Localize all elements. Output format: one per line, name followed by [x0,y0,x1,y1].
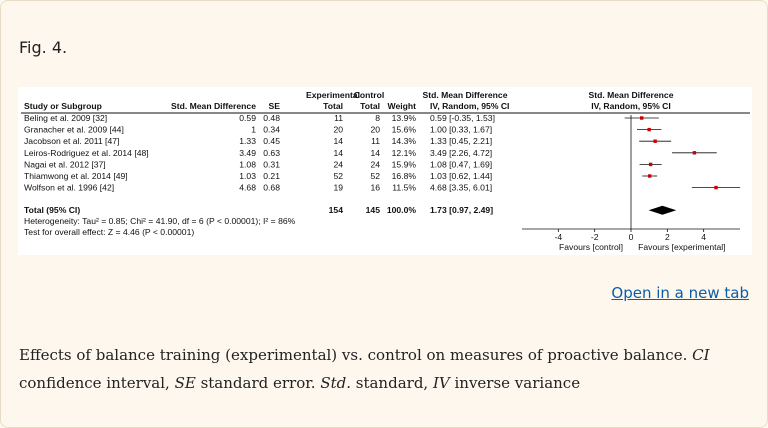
x-tick-label: 4 [701,232,706,242]
study-exp-total: 24 [333,159,343,169]
figure-label: Fig. 4. [19,38,68,57]
caption-segment: inverse variance [449,374,581,392]
study-point-estimate [640,116,644,120]
study-ctrl-total: 14 [370,148,380,158]
study-exp-total: 20 [333,125,343,135]
header-ci: IV, Random, 95% CI [430,101,509,111]
study-name: Granacher et al. 2009 [44] [24,125,124,135]
caption-segment: Std. [320,374,351,392]
caption-segment: confidence interval, [19,374,175,392]
study-ctrl-total: 24 [370,159,380,169]
study-smd: 4.68 [239,183,256,193]
study-point-estimate [714,185,718,190]
study-ctrl-total: 52 [370,171,380,181]
study-se: 0.45 [263,136,280,146]
caption-segment: CI [692,346,710,364]
study-ci: 1.08 [0.47, 1.69] [430,159,492,169]
header-smd-ci: Std. Mean Difference [422,90,507,100]
study-ci: 4.68 [3.35, 6.01] [430,183,492,193]
total-ctrl: 145 [366,205,381,215]
heterogeneity-text: Heterogeneity: Tau² = 0.85; Chi² = 41.90… [24,216,296,226]
study-se: 0.21 [263,171,280,181]
study-point-estimate [692,151,697,155]
study-point-estimate [653,139,657,143]
x-tick-label: -4 [555,232,563,242]
study-weight: 13.9% [392,113,417,123]
study-smd: 1.08 [239,159,256,169]
favours-experimental-label: Favours [experimental] [638,242,725,252]
study-name: Wolfson et al. 1996 [42] [24,183,114,193]
header-control: Control [354,90,385,100]
header-smd: Std. Mean Difference [171,101,256,111]
header-weight: Weight [388,101,417,111]
study-exp-total: 19 [333,183,343,193]
caption-segment: IV [432,374,450,392]
study-name: Nagai et al. 2012 [37] [24,159,106,169]
x-tick-label: -2 [591,232,599,242]
study-exp-total: 11 [334,113,343,123]
header-ctrl-total: Total [360,101,380,111]
study-exp-total: 52 [333,171,343,181]
study-smd: 3.49 [239,148,256,158]
study-ctrl-total: 8 [375,113,380,123]
figure-caption: Effects of balance training (experimenta… [19,341,739,397]
header-experimental: Experimental [306,90,360,100]
study-ctrl-total: 11 [371,136,380,146]
study-weight: 15.6% [392,125,417,135]
overall-effect-text: Test for overall effect: Z = 4.46 (P < 0… [24,227,194,237]
caption-segment: standard, [351,374,433,392]
study-ctrl-total: 20 [370,125,380,135]
forest-plot-figure: Experimental Control Std. Mean Difference S… [18,87,752,255]
study-weight: 12.1% [392,148,417,158]
study-weight: 15.9% [392,159,417,169]
study-ci: 1.33 [0.45, 2.21] [430,136,492,146]
favours-control-label: Favours [control] [559,242,623,252]
study-smd: 1 [251,125,256,135]
total-weight: 100.0% [387,205,417,215]
total-exp: 154 [329,205,344,215]
study-smd: 0.59 [239,113,256,123]
header-study: Study or Subgroup [24,101,102,111]
study-ci: 1.00 [0.33, 1.67] [430,125,492,135]
study-ci: 1.03 [0.62, 1.44] [430,171,492,181]
header-exp-total: Total [323,101,343,111]
study-point-estimate [647,127,651,132]
study-ctrl-total: 16 [370,183,380,193]
x-tick-label: 2 [665,232,670,242]
study-se: 0.48 [263,113,280,123]
header-se: SE [269,101,281,111]
study-name: Jacobson et al. 2011 [47] [24,136,119,146]
study-se: 0.31 [263,159,280,169]
study-name: Thiamwong et al. 2014 [49] [24,171,128,181]
study-weight: 14.3% [392,136,417,146]
caption-segment: standard error. [195,374,321,392]
study-exp-total: 14 [333,148,343,158]
header-plot-subtitle: IV, Random, 95% CI [591,101,670,111]
study-smd: 1.03 [239,171,256,181]
study-exp-total: 14 [333,136,343,146]
total-ci: 1.73 [0.97, 2.49] [430,205,493,215]
study-se: 0.68 [263,183,280,193]
study-ci: 3.49 [2.26, 4.72] [430,148,492,158]
study-point-estimate [648,174,652,178]
x-tick-label: 0 [629,232,634,242]
study-point-estimate [648,162,653,167]
header-plot-title: Std. Mean Difference [588,90,673,100]
caption-segment: SE [174,374,196,392]
total-label: Total (95% CI) [24,205,80,215]
study-smd: 1.33 [239,136,256,146]
study-name: Leiros-Rodriguez et al. 2014 [48] [24,148,149,158]
open-in-new-tab-link[interactable]: Open in a new tab [611,284,749,302]
caption-segment: Effects of balance training (experimenta… [19,346,693,364]
study-weight: 16.8% [392,171,417,181]
study-se: 0.34 [263,125,280,135]
study-se: 0.63 [263,148,280,158]
study-ci: 0.59 [-0.35, 1.53] [430,113,495,123]
study-weight: 11.5% [392,183,416,193]
study-name: Beling et al. 2009 [32] [24,113,107,123]
pooled-estimate-diamond [648,205,677,215]
